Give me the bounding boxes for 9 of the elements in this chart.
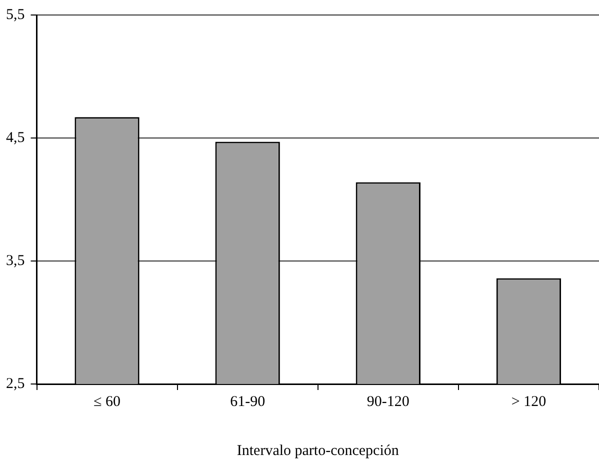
y-tick-label: 5,5	[6, 6, 25, 23]
x-axis-title: Intervalo parto-concepción	[236, 442, 400, 459]
y-tick-label: 2,5	[6, 376, 25, 392]
x-tick-label: 61-90	[230, 394, 266, 410]
x-tick-label: > 120	[511, 394, 546, 410]
x-tick-label: ≤ 60	[94, 394, 121, 410]
x-tick-label: 90-120	[366, 394, 410, 410]
y-tick-label: 3,5	[6, 252, 25, 269]
y-tick-label: 4,5	[6, 130, 25, 146]
